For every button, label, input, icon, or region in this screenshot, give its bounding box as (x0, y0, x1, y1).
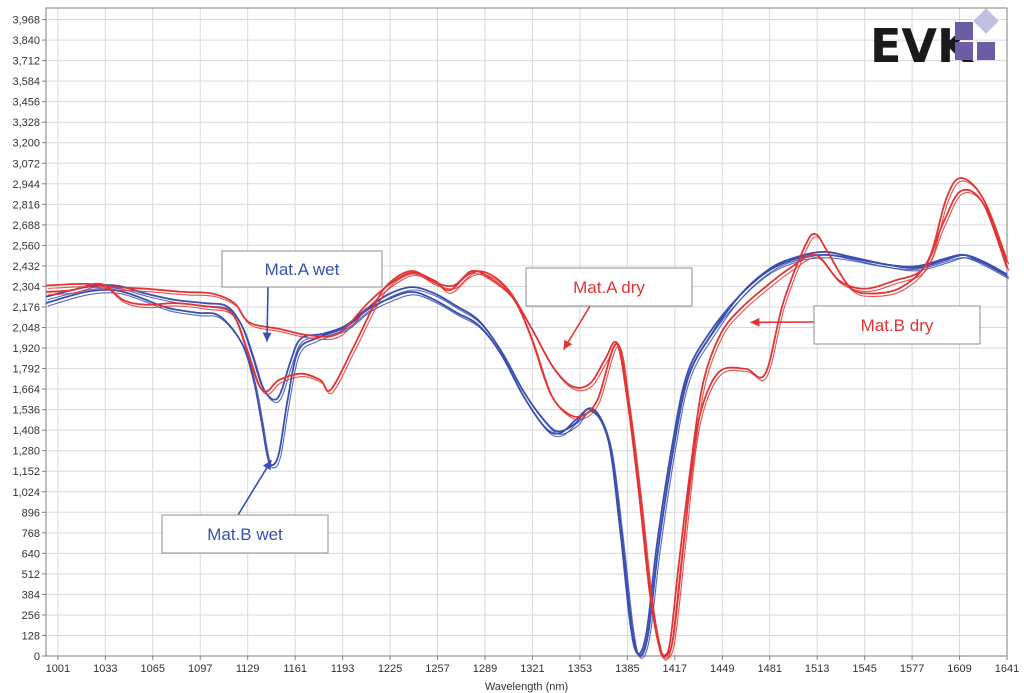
x-tick-label: 1225 (378, 663, 402, 675)
series-group (45, 177, 1010, 661)
x-tick-label: 1129 (236, 663, 260, 675)
x-tick-label: 1577 (900, 663, 924, 675)
callout-arrowhead (563, 339, 573, 350)
logo-square-icon (955, 42, 973, 60)
callout-leader (237, 459, 273, 516)
y-tick-label: 768 (22, 528, 40, 540)
y-tick-label: 2,304 (12, 281, 40, 293)
y-tick-label: 3,584 (12, 76, 40, 88)
y-tick-label: 3,712 (12, 56, 40, 68)
x-tick-label: 1417 (663, 663, 687, 675)
x-axis-ticks: 1001 1033 1065 1097 1129 1161 1193 1225 1257 1289… (46, 656, 1019, 675)
logo-square-icon (955, 22, 973, 40)
y-tick-label: 2,176 (12, 302, 40, 314)
x-tick-label: 1385 (615, 663, 639, 675)
y-tick-label: 512 (22, 569, 40, 581)
x-tick-label: 1161 (283, 663, 307, 675)
y-tick-label: 1,408 (12, 425, 40, 437)
callout-arrowhead (262, 460, 272, 471)
evk-logo: EVK (870, 8, 999, 73)
y-tick-label: 384 (22, 589, 40, 601)
callout-box (525, 267, 693, 307)
callout-label: Mat.A wet (265, 260, 340, 279)
x-tick-label: 1609 (947, 663, 971, 675)
y-tick-label: 1,152 (12, 466, 40, 478)
y-tick-label: 1,792 (12, 364, 40, 376)
callout-arrowhead (750, 317, 760, 327)
callout-label: Mat.B dry (861, 316, 934, 335)
series-line-mat-b-dry-shadow (47, 180, 1010, 661)
callout-box (813, 305, 981, 345)
y-tick-label: 128 (22, 630, 40, 642)
annotations-group: Mat.A wet Mat.B wet Mat.A dry Mat.B dry (161, 250, 981, 554)
y-tick-label: 2,432 (12, 261, 40, 273)
x-tick-label: 1289 (473, 663, 497, 675)
callout-leader (266, 286, 269, 342)
callout-arrowhead (262, 332, 272, 342)
y-tick-label: 2,048 (12, 323, 40, 335)
series-line-mat-a-dry (45, 188, 1008, 657)
x-axis-title: Wavelength (nm) (485, 681, 568, 693)
x-tick-label: 1641 (995, 663, 1019, 675)
y-tick-label: 3,200 (12, 138, 40, 150)
logo-square-icon (973, 8, 999, 34)
y-tick-label: 1,536 (12, 405, 40, 417)
callout-box (161, 514, 329, 554)
y-tick-label: 1,920 (12, 343, 40, 355)
x-tick-label: 1449 (710, 663, 734, 675)
y-tick-label: 2,816 (12, 199, 40, 211)
x-tick-label: 1481 (757, 663, 781, 675)
x-tick-label: 1257 (425, 663, 449, 675)
x-tick-label: 1097 (188, 663, 212, 675)
callout-label: Mat.B wet (207, 525, 283, 544)
y-tick-label: 3,456 (12, 97, 40, 109)
logo-square-icon (977, 42, 995, 60)
callout-mat-a-wet: Mat.A wet (221, 250, 383, 342)
y-axis-ticks: 0 128 256 384 512 640 768 896 1,024 1,152 1,280 1,4… (12, 15, 46, 663)
y-tick-label: 3,328 (12, 117, 40, 129)
callout-mat-a-dry: Mat.A dry (525, 267, 693, 351)
y-tick-label: 3,840 (12, 35, 40, 47)
x-tick-label: 1545 (852, 663, 876, 675)
y-tick-label: 2,560 (12, 240, 40, 252)
x-tick-label: 1001 (46, 663, 70, 675)
y-tick-label: 2,944 (12, 179, 40, 191)
callout-label: Mat.A dry (573, 278, 645, 297)
y-tick-label: 0 (34, 651, 40, 663)
x-tick-label: 1513 (805, 663, 829, 675)
callout-box (221, 250, 383, 288)
y-tick-label: 2,688 (12, 220, 40, 232)
x-tick-label: 1193 (331, 663, 355, 675)
plot-border (45, 7, 1008, 657)
callout-mat-b-dry: Mat.B dry (750, 305, 981, 345)
x-tick-label: 1033 (93, 663, 117, 675)
y-tick-label: 1,664 (12, 384, 40, 396)
callout-mat-b-wet: Mat.B wet (161, 459, 329, 554)
y-tick-label: 256 (22, 610, 40, 622)
x-tick-label: 1321 (520, 663, 544, 675)
y-tick-label: 640 (22, 548, 40, 560)
y-tick-label: 1,024 (12, 487, 40, 499)
x-tick-label: 1353 (568, 663, 592, 675)
y-tick-label: 3,968 (12, 15, 40, 27)
y-tick-label: 896 (22, 507, 40, 519)
y-tick-label: 1,280 (12, 446, 40, 458)
y-tick-label: 3,072 (12, 158, 40, 170)
x-tick-label: 1065 (141, 663, 165, 675)
